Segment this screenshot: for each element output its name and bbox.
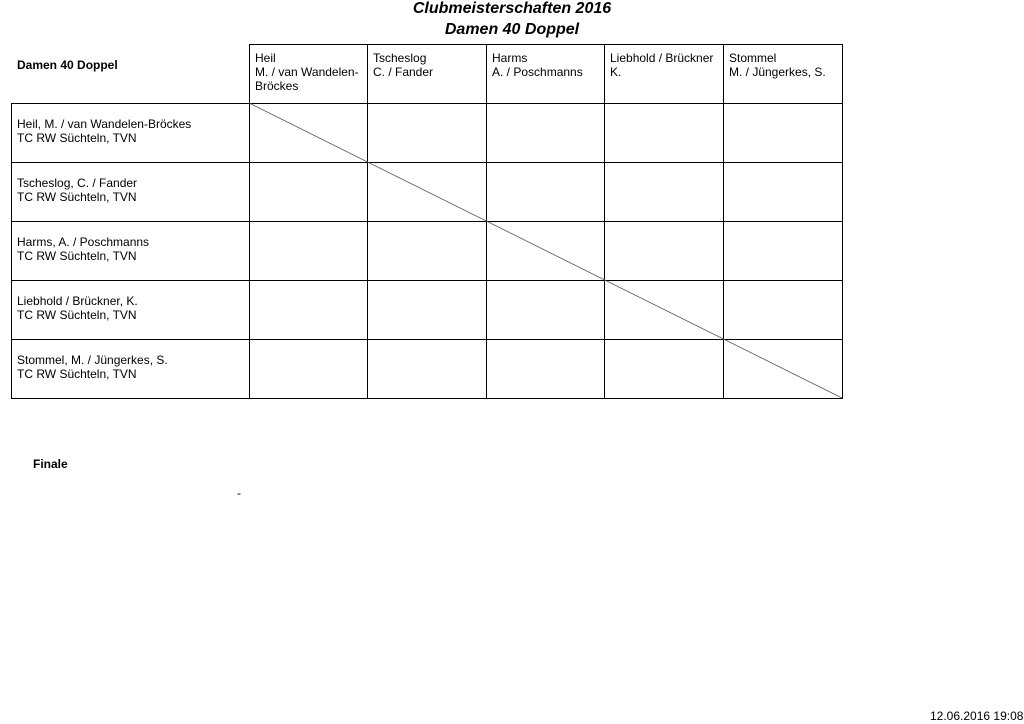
finale-value: - xyxy=(237,486,241,500)
column-header-line1: Tscheslog xyxy=(373,51,427,65)
page-title: Clubmeisterschaften 2016 xyxy=(412,0,612,17)
footer-timestamp: 12.06.2016 19:08 xyxy=(930,709,1024,723)
row-name: Stommel, M. / Jüngerkes, S. xyxy=(17,353,168,367)
row-name: Heil, M. / van Wandelen-Bröckes xyxy=(17,117,192,131)
column-header-line1: Heil xyxy=(255,51,276,65)
row-club: TC RW Süchteln, TVN xyxy=(17,367,137,381)
row-name: Tscheslog, C. / Fander xyxy=(17,176,138,190)
row-club: TC RW Süchteln, TVN xyxy=(17,131,137,145)
table-corner-label: Damen 40 Doppel xyxy=(17,58,118,72)
page-subtitle: Damen 40 Doppel xyxy=(444,21,580,38)
column-header-line2: M. / van Wandelen-Bröckes xyxy=(255,65,359,93)
column-header-line1: Stommel xyxy=(729,51,777,65)
column-header-line1: Liebhold / Brückner xyxy=(610,51,714,65)
row-name: Liebhold / Brückner, K. xyxy=(17,294,138,308)
finale-label: Finale xyxy=(33,457,68,471)
column-header-line2: M. / Jüngerkes, S. xyxy=(729,65,826,79)
column-header-line2: A. / Poschmanns xyxy=(492,65,583,79)
row-club: TC RW Süchteln, TVN xyxy=(17,249,137,263)
column-header-line2: K. xyxy=(610,65,622,79)
row-club: TC RW Süchteln, TVN xyxy=(17,190,137,204)
column-header-line2: C. / Fander xyxy=(373,65,434,79)
score-cell xyxy=(723,339,843,399)
column-header-line1: Harms xyxy=(492,51,528,65)
row-name: Harms, A. / Poschmanns xyxy=(17,235,150,249)
row-club: TC RW Süchteln, TVN xyxy=(17,308,137,322)
